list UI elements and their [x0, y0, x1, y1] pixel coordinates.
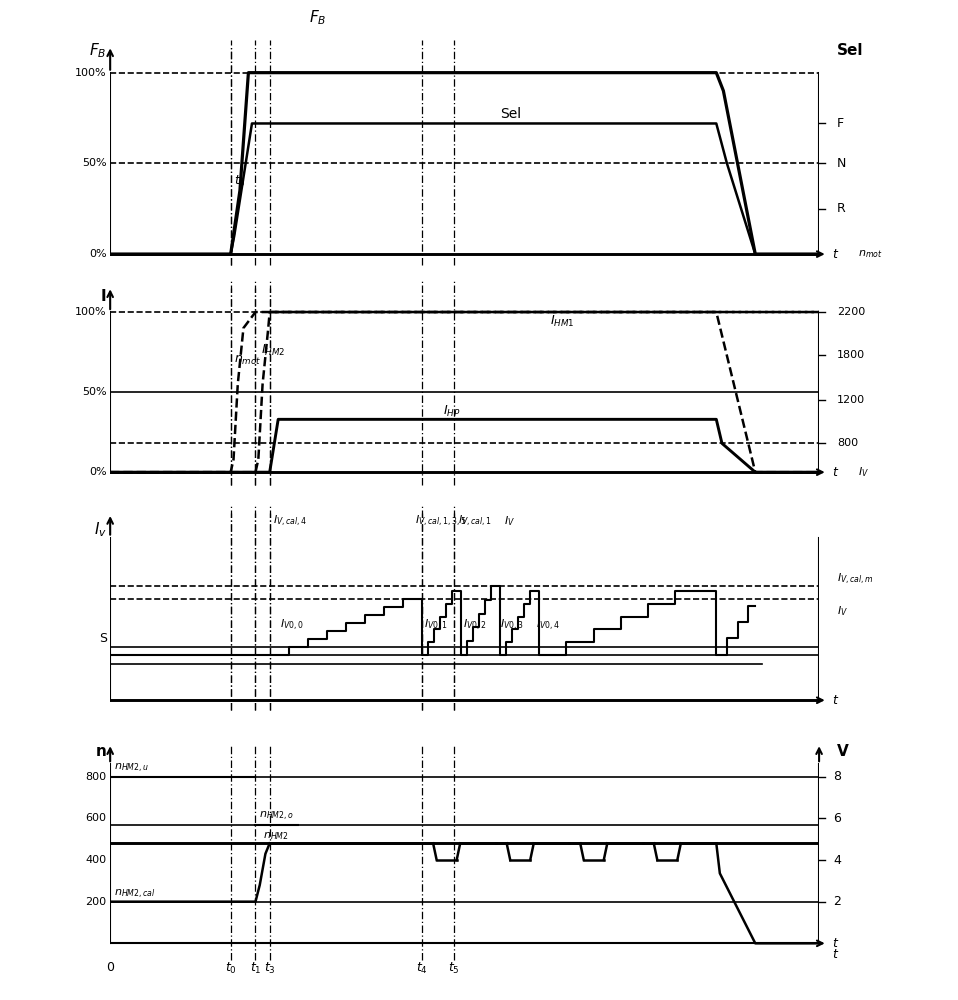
Text: 1800: 1800 [837, 350, 865, 360]
Text: $t_4$: $t_4$ [416, 961, 428, 976]
Text: $I_{V0,0}$: $I_{V0,0}$ [281, 618, 305, 633]
Text: 100%: 100% [75, 68, 106, 78]
Text: $n_{HM2,u}$: $n_{HM2,u}$ [114, 761, 148, 775]
Text: $F_B$: $F_B$ [89, 42, 106, 60]
Text: $n_{HM2,cal}$: $n_{HM2,cal}$ [114, 888, 155, 901]
Text: $t_1$: $t_1$ [250, 961, 262, 976]
Text: $I_V$: $I_V$ [837, 604, 848, 618]
Text: $t$: $t$ [832, 694, 839, 707]
Text: $F_B$: $F_B$ [308, 8, 326, 27]
Text: $t$: $t$ [832, 248, 839, 261]
Text: $n_{mot}$: $n_{mot}$ [234, 354, 261, 367]
Text: R: R [837, 202, 846, 215]
Text: 800: 800 [837, 438, 858, 448]
Text: $t$: $t$ [832, 948, 839, 961]
Text: $t_5$: $t_5$ [448, 961, 460, 976]
Text: $t_3$: $t_3$ [263, 961, 276, 976]
Text: $I_{HM1}$: $I_{HM1}$ [550, 314, 574, 329]
Text: 100%: 100% [75, 307, 106, 317]
Text: $I_{HM2}$: $I_{HM2}$ [262, 343, 285, 358]
Text: F: F [837, 117, 844, 130]
Text: $I_{V0,3}$: $I_{V0,3}$ [500, 618, 524, 633]
Text: $n_{HM2}$: $n_{HM2}$ [262, 830, 288, 842]
Text: $n_{HM2,o}$: $n_{HM2,o}$ [259, 810, 294, 823]
Text: $t_0$: $t_0$ [234, 174, 246, 189]
Text: $I_V$: $I_V$ [858, 465, 869, 479]
Text: $n_{mot}$: $n_{mot}$ [858, 248, 882, 260]
Text: V: V [837, 744, 849, 759]
Text: 1200: 1200 [837, 395, 865, 405]
Text: Sel: Sel [837, 43, 863, 58]
Text: $I_{HP}$: $I_{HP}$ [444, 404, 461, 419]
Text: 800: 800 [85, 772, 106, 782]
Text: I: I [101, 289, 106, 304]
Text: 50%: 50% [82, 158, 106, 168]
Text: $I_V$: $I_V$ [504, 515, 514, 528]
Text: $I_v$: $I_v$ [94, 520, 106, 539]
Text: $I_{V,cal,4}$: $I_{V,cal,4}$ [273, 514, 308, 529]
Text: 2200: 2200 [837, 307, 865, 317]
Text: 200: 200 [85, 897, 106, 907]
Text: Sel: Sel [500, 107, 521, 121]
Text: S: S [99, 632, 106, 645]
Text: $I_{V0,4}$: $I_{V0,4}$ [536, 618, 559, 633]
Text: 6: 6 [833, 812, 841, 825]
Text: 50%: 50% [82, 387, 106, 397]
Text: $t_0$: $t_0$ [225, 961, 237, 976]
Text: 400: 400 [85, 855, 106, 865]
Text: $I_{V,cal,1,3,5}$: $I_{V,cal,1,3,5}$ [415, 514, 467, 529]
Text: $I_{V0,2}$: $I_{V0,2}$ [463, 618, 487, 633]
Text: $I_{V,cal,1}$: $I_{V,cal,1}$ [458, 514, 491, 529]
Text: 2: 2 [833, 895, 841, 908]
Text: 4: 4 [833, 854, 841, 866]
Text: $I_{V0,1}$: $I_{V0,1}$ [423, 618, 447, 633]
Text: 0%: 0% [89, 249, 106, 259]
Text: $I_{V,cal,m}$: $I_{V,cal,m}$ [837, 572, 874, 587]
Text: $t$: $t$ [832, 937, 839, 950]
Text: $t$: $t$ [832, 466, 839, 479]
Text: 0%: 0% [89, 467, 106, 477]
Text: N: N [837, 157, 846, 170]
Text: 0: 0 [106, 961, 114, 974]
Text: 600: 600 [85, 813, 106, 823]
Text: 8: 8 [833, 770, 841, 783]
Text: n: n [96, 744, 106, 759]
